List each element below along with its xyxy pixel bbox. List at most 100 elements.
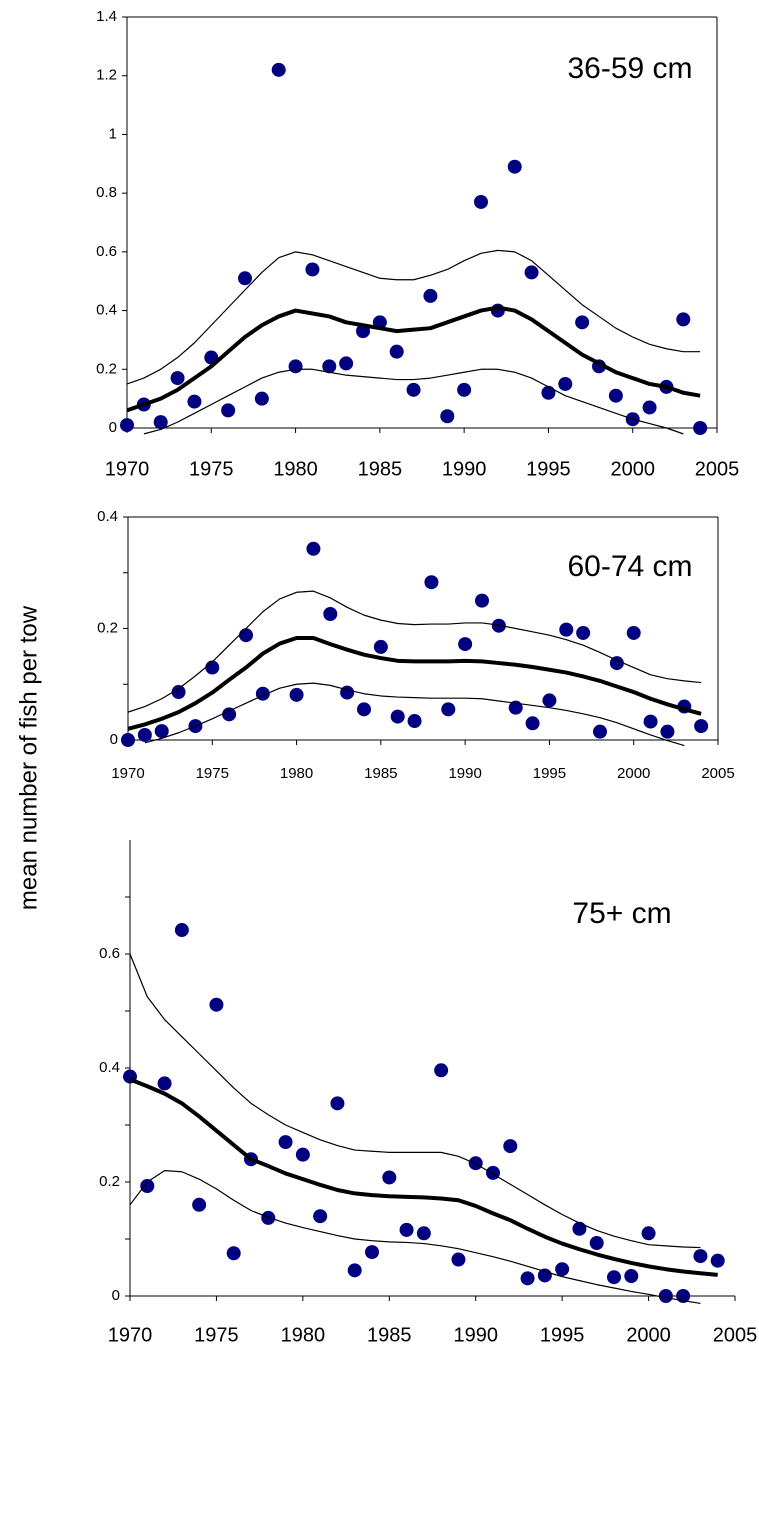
x-tick-label: 1970 (105, 458, 150, 480)
point (221, 403, 236, 418)
point (389, 344, 404, 359)
point (572, 1221, 587, 1236)
point (423, 288, 438, 303)
point (357, 702, 371, 717)
point (434, 1063, 449, 1078)
y-tick-label: 0.4 (96, 302, 117, 319)
line (126, 249, 701, 385)
point (365, 1245, 379, 1260)
y-tick-label: 0.6 (96, 243, 117, 260)
x-tick-label: 2000 (626, 1324, 671, 1346)
x-tick-label: 1980 (281, 1324, 326, 1346)
point (288, 359, 303, 374)
point (192, 1197, 207, 1212)
point (238, 271, 252, 286)
point (209, 997, 224, 1012)
point (507, 159, 522, 174)
point (137, 727, 152, 742)
point (382, 1170, 397, 1185)
point (475, 593, 489, 608)
point (440, 409, 455, 424)
y-tick-label: 0.4 (99, 1059, 120, 1076)
point (278, 1135, 293, 1150)
point (676, 312, 691, 327)
point (643, 714, 658, 729)
line (126, 305, 701, 413)
point (609, 656, 624, 671)
line (143, 368, 684, 435)
point (642, 400, 657, 415)
y-tick-label: 1.4 (96, 8, 117, 25)
y-tick-label: 0.2 (97, 619, 118, 636)
x-tick-label: 1980 (273, 458, 318, 480)
point (608, 388, 623, 403)
x-tick-label: 2005 (695, 458, 740, 480)
point (120, 418, 134, 433)
x-tick-label: 1980 (280, 765, 313, 782)
x-tick-label: 1985 (364, 765, 397, 782)
x-tick-label: 1990 (453, 1324, 498, 1346)
point (305, 262, 320, 277)
y-tick-label: 0.6 (99, 945, 120, 962)
point (239, 628, 253, 643)
x-tick-label: 1975 (194, 1324, 239, 1346)
point (694, 719, 709, 734)
point (174, 923, 189, 938)
point (458, 637, 473, 652)
line (127, 635, 702, 731)
panel-label: 36-59 cm (567, 52, 692, 85)
line (127, 590, 702, 713)
point (589, 1235, 604, 1250)
y-tick-label: 0 (112, 1287, 120, 1304)
y-tick-label: 0.8 (96, 184, 117, 201)
y-axis-label: mean number of fish per tow (15, 605, 42, 910)
point (416, 1226, 431, 1241)
x-tick-label: 2000 (610, 458, 655, 480)
point (541, 385, 556, 400)
point (457, 382, 472, 397)
y-tick-label: 0.2 (96, 360, 117, 377)
point (205, 660, 220, 675)
point (323, 607, 338, 622)
point (339, 356, 354, 371)
x-tick-label: 2005 (701, 765, 734, 782)
line (129, 1077, 718, 1277)
x-tick-label: 1975 (196, 765, 229, 782)
point (222, 707, 237, 722)
point (254, 391, 269, 406)
y-tick-label: 0 (110, 731, 118, 748)
line (144, 682, 685, 747)
line (129, 1170, 701, 1305)
y-tick-label: 1 (109, 125, 117, 142)
point (390, 709, 405, 724)
point (399, 1222, 414, 1237)
point (693, 1249, 708, 1264)
point (441, 702, 456, 717)
x-tick-label: 1990 (442, 458, 487, 480)
point (187, 394, 202, 409)
point (451, 1252, 466, 1267)
y-tick-label: 0.2 (99, 1173, 120, 1190)
point (693, 421, 708, 435)
point (593, 724, 607, 739)
point (641, 1226, 656, 1241)
point (503, 1139, 518, 1154)
x-tick-label: 1990 (448, 765, 481, 782)
point (306, 541, 321, 556)
point (154, 724, 169, 739)
point (171, 685, 186, 700)
point (121, 733, 135, 747)
point (140, 1178, 155, 1193)
point (170, 371, 185, 386)
point (524, 265, 539, 280)
point (660, 724, 675, 739)
y-tick-label: 0.4 (97, 508, 118, 525)
point (520, 1271, 535, 1286)
point (322, 359, 337, 374)
point (626, 625, 641, 640)
y-tick-label: 1.2 (96, 67, 117, 84)
point (576, 625, 591, 640)
x-tick-label: 1985 (358, 458, 403, 480)
point (624, 1269, 639, 1284)
point (525, 716, 540, 731)
